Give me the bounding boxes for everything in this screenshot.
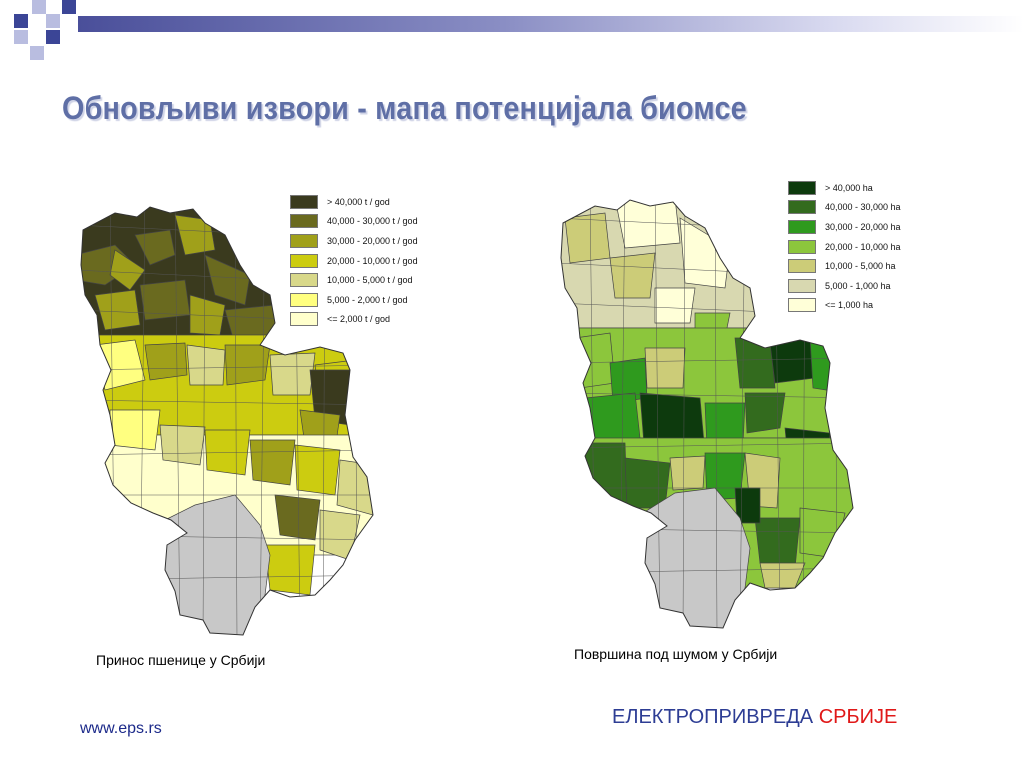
legend-row: > 40,000 ha [788, 178, 901, 198]
legend-label: 40,000 - 30,000 t / god [327, 216, 418, 227]
wheat-region [159, 424, 206, 466]
legend-swatch [290, 312, 318, 327]
forest-area-map [560, 199, 854, 629]
wheat-yield-map [80, 206, 374, 636]
wheat-region [144, 342, 188, 381]
legend-label: 20,000 - 10,000 t / god [327, 255, 418, 266]
legend-row: 20,000 - 10,000 ha [788, 237, 901, 257]
forest-region [614, 200, 681, 249]
wheat-region [94, 289, 141, 331]
legend-row: 30,000 - 20,000 ha [788, 217, 901, 237]
forest-region [799, 507, 846, 559]
legend-label: <= 1,000 ha [825, 300, 874, 311]
wheat-region [204, 254, 251, 306]
legend-row: 10,000 - 5,000 ha [788, 256, 901, 276]
legend-swatch [290, 214, 318, 229]
forest-region [754, 517, 801, 569]
legend-label: <= 2,000 t / god [327, 314, 391, 325]
legend-row: > 40,000 t / god [290, 192, 418, 212]
header-gradient-bar [78, 16, 1024, 32]
wheat-region [134, 229, 176, 266]
legend-swatch [290, 253, 318, 268]
corner-square-1 [14, 14, 28, 28]
forest-map-caption: Површина под шумом у Србији [574, 646, 778, 662]
legend-row: <= 1,000 ha [788, 296, 901, 316]
legend-swatch [788, 180, 816, 195]
forest-region [634, 487, 751, 628]
wheat-region [109, 249, 146, 291]
legend-label: > 40,000 ha [825, 182, 873, 193]
legend-row: 40,000 - 30,000 t / god [290, 212, 418, 232]
wheat-region [264, 544, 316, 596]
brand-name-part1: ЕЛЕКТРОПРИВРЕДА [612, 706, 814, 728]
wheat-region [269, 352, 316, 396]
wheat-legend: > 40,000 t / god 40,000 - 30,000 t / god… [290, 192, 418, 329]
legend-row: 10,000 - 5,000 t / god [290, 270, 418, 290]
forest-legend: > 40,000 ha 40,000 - 30,000 ha 30,000 - … [788, 178, 901, 315]
forest-region [669, 455, 706, 491]
legend-label: 5,000 - 1,000 ha [825, 280, 891, 291]
brand-name-part2: СРБИЈЕ [818, 706, 898, 728]
legend-row: 5,000 - 1,000 ha [788, 276, 901, 296]
wheat-region [224, 344, 271, 386]
legend-swatch [788, 259, 816, 274]
legend-row: <= 2,000 t / god [290, 310, 418, 330]
legend-swatch [290, 273, 318, 288]
legend-swatch [788, 278, 816, 293]
legend-swatch [788, 298, 816, 313]
forest-region [644, 347, 686, 389]
legend-label: 10,000 - 5,000 ha [825, 261, 896, 272]
wheat-region [274, 494, 321, 541]
forest-region [584, 392, 641, 444]
corner-square-7 [30, 46, 44, 60]
footer-website-link[interactable]: www.eps.rs [80, 720, 162, 737]
forest-region [734, 337, 776, 389]
legend-swatch [290, 194, 318, 209]
legend-row: 5,000 - 2,000 t / god [290, 290, 418, 310]
legend-label: 30,000 - 20,000 ha [825, 221, 901, 232]
wheat-region [249, 439, 296, 486]
legend-label: 5,000 - 2,000 t / god [327, 294, 408, 305]
corner-square-3 [46, 14, 60, 28]
wheat-map-caption: Принос пшенице у Србији [96, 652, 266, 668]
legend-label: > 40,000 t / god [327, 196, 390, 207]
wheat-region [186, 344, 226, 386]
wheat-region [154, 494, 271, 635]
legend-swatch [290, 292, 318, 307]
corner-square-5 [14, 30, 28, 44]
legend-label: 10,000 - 5,000 t / god [327, 275, 413, 286]
corner-square-2 [32, 0, 46, 14]
legend-label: 40,000 - 30,000 ha [825, 202, 901, 213]
legend-swatch [788, 219, 816, 234]
slide-title: Обновљиви извори - мапа потенцијала биом… [62, 90, 747, 126]
wheat-region [294, 444, 341, 496]
forest-region [654, 287, 696, 324]
legend-swatch [788, 200, 816, 215]
footer-brand: ЕЛЕКТРОПРИВРЕДА СРБИЈЕ [612, 706, 897, 729]
forest-region [609, 252, 656, 299]
legend-row: 20,000 - 10,000 t / god [290, 251, 418, 271]
wheat-region [109, 409, 161, 451]
legend-row: 30,000 - 20,000 t / god [290, 231, 418, 251]
legend-label: 30,000 - 20,000 t / god [327, 235, 418, 246]
corner-square-6 [46, 30, 60, 44]
forest-region [744, 392, 786, 434]
corner-square-4 [62, 0, 76, 14]
legend-row: 40,000 - 30,000 ha [788, 198, 901, 218]
legend-swatch [290, 233, 318, 248]
legend-label: 20,000 - 10,000 ha [825, 241, 901, 252]
legend-swatch [788, 239, 816, 254]
